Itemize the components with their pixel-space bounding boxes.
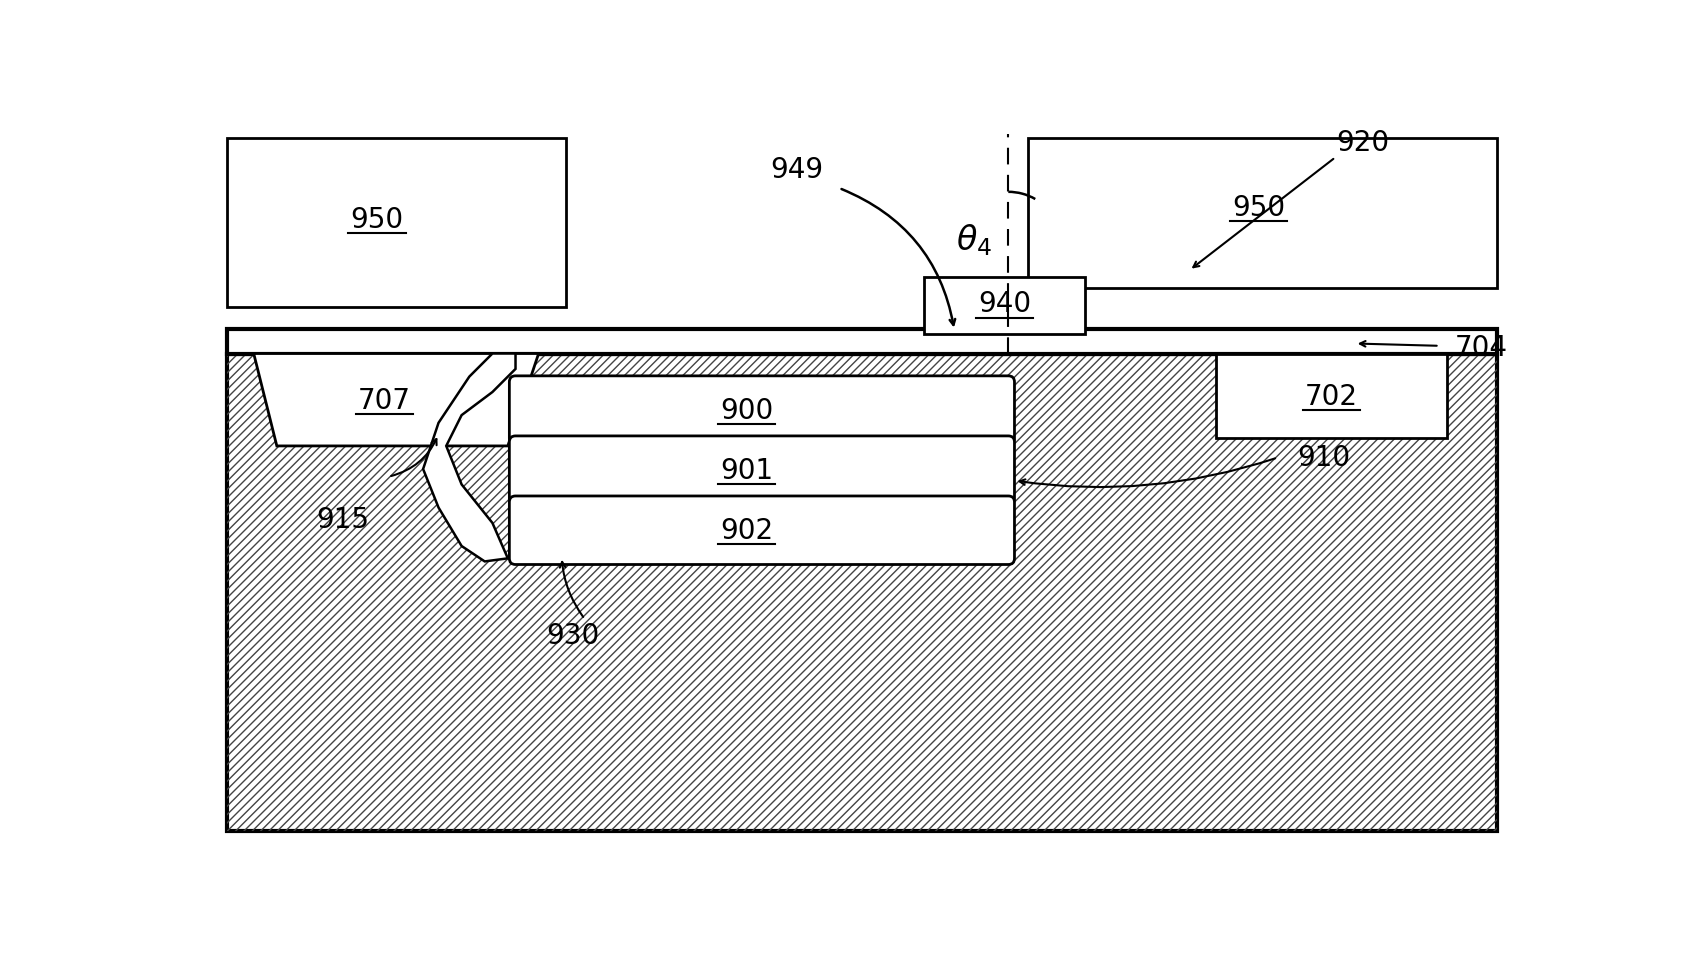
Text: 915: 915 — [316, 505, 368, 533]
Bar — [226, 354, 1497, 831]
Text: 702: 702 — [1305, 382, 1359, 410]
Text: $\theta_4$: $\theta_4$ — [955, 223, 991, 258]
Text: 901: 901 — [721, 456, 773, 485]
Bar — [226, 354, 1497, 831]
Bar — [226, 329, 1497, 354]
Text: 910: 910 — [1296, 444, 1350, 472]
Bar — [226, 139, 565, 308]
FancyBboxPatch shape — [510, 376, 1014, 445]
FancyBboxPatch shape — [510, 496, 1014, 565]
Text: 949: 949 — [770, 155, 824, 184]
Polygon shape — [253, 354, 538, 446]
Text: 900: 900 — [719, 397, 773, 424]
Text: 707: 707 — [358, 386, 412, 414]
Text: 950: 950 — [1232, 194, 1285, 222]
Text: 704: 704 — [1455, 334, 1507, 362]
Text: 930: 930 — [547, 621, 599, 649]
Bar — [1028, 139, 1497, 289]
Bar — [923, 277, 1085, 335]
Text: 950: 950 — [351, 205, 403, 234]
Bar — [1217, 354, 1447, 439]
FancyBboxPatch shape — [510, 437, 1014, 505]
Polygon shape — [424, 354, 515, 562]
Text: 902: 902 — [721, 516, 773, 544]
Text: 940: 940 — [977, 290, 1031, 319]
Text: 920: 920 — [1335, 129, 1389, 156]
